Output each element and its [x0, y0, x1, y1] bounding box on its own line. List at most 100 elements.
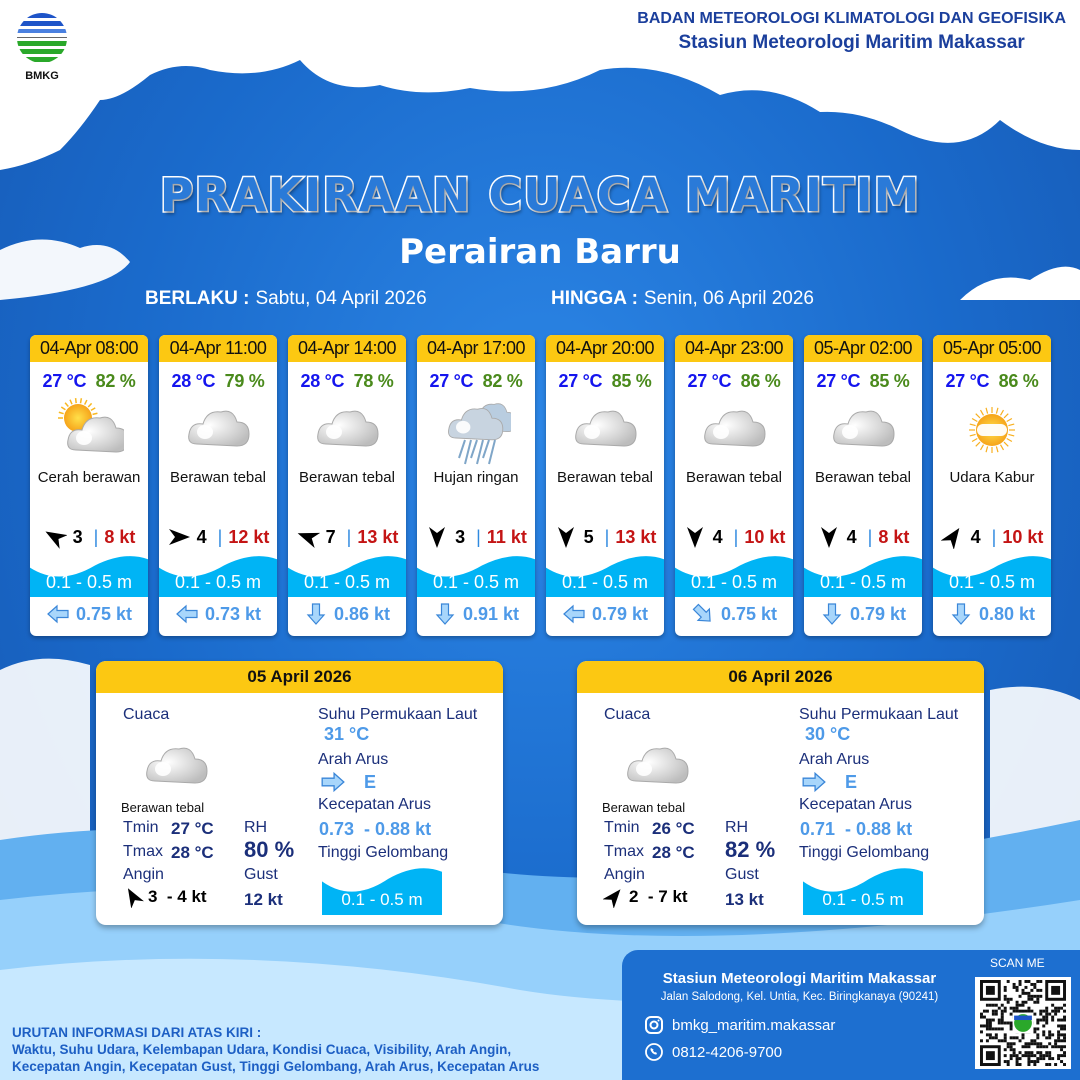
current-speed-label: Kecepatan Arus: [799, 796, 912, 813]
gust-label: Gust: [725, 866, 759, 883]
org-name: BADAN METEOROLOGI KLIMATOLOGI DAN GEOFIS…: [637, 10, 1066, 27]
wave-shape: [417, 556, 535, 597]
wave-height: 0.1 - 0.5 m: [690, 572, 778, 592]
phone-link[interactable]: 0812-4206-9700: [644, 1042, 782, 1062]
wave-height: 0.1 - 0.5 m: [819, 572, 907, 592]
wind-range: 3 - 4 kt: [148, 887, 207, 906]
rh-label: RH: [244, 819, 268, 836]
forecast-card: 05-Apr 05:00 27 °C 86 % Udara Kabur 4 | 1…: [933, 335, 1051, 636]
daily-summary-panel: 06 April 2026 Cuaca Berawan tebal Tmin 2…: [577, 661, 984, 925]
wind-speed: 4: [970, 526, 981, 547]
bmkg-logo: BMKG: [14, 12, 70, 82]
wind-direction-icon: [429, 527, 446, 548]
wind-speed: 4: [712, 526, 723, 547]
humidity: 85 %: [869, 371, 910, 391]
humidity: 86 %: [998, 371, 1039, 391]
wave-height: 0.1 - 0.5 m: [432, 572, 520, 592]
wave-label: Tinggi Gelombang: [318, 844, 449, 861]
haze-icon: [969, 407, 1015, 453]
gust-speed: 13 kt: [615, 526, 657, 547]
tmax-value: 28 °C: [652, 843, 695, 862]
current-speed-value: 0.71 - 0.88 kt: [800, 819, 913, 839]
legend-line: Waktu, Suhu Udara, Kelembapan Udara, Kon…: [12, 1042, 512, 1057]
wind-direction-icon: [603, 889, 621, 908]
weather-condition: Berawan tebal: [815, 469, 911, 486]
gust-speed: 13 kt: [357, 526, 399, 547]
valid-to: HINGGA : Senin, 06 April 2026: [551, 288, 814, 310]
sst-label: Suhu Permukaan Laut: [318, 706, 478, 723]
sst-label: Suhu Permukaan Laut: [799, 706, 959, 723]
wave-shape: [30, 556, 148, 597]
weather-condition: Berawan tebal: [170, 469, 266, 486]
instagram-link[interactable]: bmkg_maritim.makassar: [644, 1015, 835, 1035]
current-speed: 0.75 kt: [75, 603, 133, 624]
gust-speed: 8 kt: [878, 526, 910, 547]
partly-cloudy-icon: [58, 398, 124, 453]
valid-from-label: BERLAKU :: [145, 288, 250, 309]
current-direction-icon: [802, 771, 826, 793]
rh-value: 80 %: [244, 837, 295, 862]
wave-label: Tinggi Gelombang: [799, 844, 930, 861]
forecast-time: 04-Apr 08:00: [30, 335, 148, 362]
qr-code[interactable]: [975, 977, 1071, 1069]
tmax-value: 28 °C: [171, 843, 214, 862]
gust-speed: 10 kt: [744, 526, 786, 547]
current-direction-icon: [951, 603, 971, 625]
tmax-label: Tmax: [123, 843, 163, 860]
station-name: Stasiun Meteorologi Maritim Makassar: [678, 32, 1025, 53]
wave-shape: [933, 556, 1051, 597]
gust-speed: 11 kt: [486, 526, 527, 547]
wave-height: 0.1 - 0.5 m: [341, 890, 423, 909]
legend-title: URUTAN INFORMASI DARI ATAS KIRI :: [12, 1025, 262, 1040]
forecast-card: 04-Apr 20:00 27 °C 85 % Berawan tebal 5 …: [546, 335, 664, 636]
current-speed: 0.80 kt: [978, 603, 1036, 624]
forecast-time: 04-Apr 17:00: [417, 335, 535, 362]
wind-direction-icon: [45, 531, 67, 549]
current-direction-icon: [563, 604, 585, 624]
whatsapp-icon: [645, 1043, 663, 1061]
gust-value: 12 kt: [244, 890, 283, 909]
cloud-icon: [188, 410, 250, 447]
weather-condition: Udara Kabur: [949, 469, 1035, 486]
current-direction-icon: [692, 603, 711, 622]
current-speed: 0.91 kt: [462, 603, 520, 624]
air-temperature: 27 °C: [558, 371, 603, 391]
cloud-icon: [575, 410, 637, 447]
humidity: 82 %: [95, 371, 136, 391]
wind-range: 2 - 7 kt: [629, 887, 688, 906]
bmkg-logo-icon: [17, 13, 67, 62]
wave-height: 0.1 - 0.5 m: [45, 572, 133, 592]
current-direction-icon: [306, 603, 326, 625]
wind-label: Angin: [123, 866, 164, 883]
wind-direction-icon: [686, 527, 703, 548]
wave-height: 0.1 - 0.5 m: [561, 572, 649, 592]
wave-shape: [322, 868, 442, 915]
wind-direction-icon: [127, 888, 144, 908]
forecast-time: 05-Apr 05:00: [933, 335, 1051, 362]
wave-height: 0.1 - 0.5 m: [948, 572, 1036, 592]
forecast-card: 04-Apr 17:00 27 °C 82 % Hujan ringan 3 |…: [417, 335, 535, 636]
air-temperature: 27 °C: [429, 371, 474, 391]
gust-speed: 10 kt: [1002, 526, 1044, 547]
wave-shape: [804, 556, 922, 597]
tmin-label: Tmin: [604, 819, 640, 836]
valid-to-label: HINGGA :: [551, 288, 638, 309]
air-temperature: 27 °C: [816, 371, 861, 391]
wind-speed: 3: [72, 526, 83, 547]
cloud-icon: [704, 410, 766, 447]
wave-height: 0.1 - 0.5 m: [303, 572, 391, 592]
forecast-time: 04-Apr 23:00: [675, 335, 793, 362]
cloud-icon: [146, 747, 208, 784]
humidity: 85 %: [611, 371, 652, 391]
wind-direction-icon: [297, 532, 320, 548]
cloud-icon: [317, 410, 379, 447]
current-speed: 0.79 kt: [849, 603, 907, 624]
daily-date: 05 April 2026: [96, 661, 503, 693]
tmin-value: 27 °C: [171, 819, 214, 838]
forecast-card: 04-Apr 14:00 28 °C 78 % Berawan tebal 7 …: [288, 335, 406, 636]
organization: BADAN METEOROLOGI KLIMATOLOGI DAN GEOFIS…: [637, 10, 1066, 54]
weather-condition: Berawan tebal: [299, 469, 395, 486]
gust-value: 13 kt: [725, 890, 764, 909]
forecast-card: 04-Apr 08:00 27 °C 82 % Cerah berawan 3 …: [30, 335, 148, 636]
cloud-icon: [627, 747, 689, 784]
